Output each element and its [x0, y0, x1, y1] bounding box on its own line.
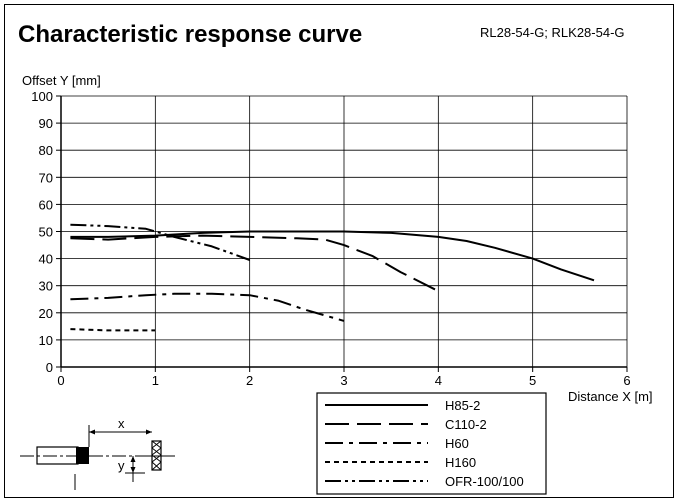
series-line-ofr-100-100	[70, 223, 251, 261]
y-dim-label: y	[118, 458, 125, 473]
y-tick-label: 50	[39, 225, 53, 240]
y-tick-label: 20	[39, 306, 53, 321]
model-numbers: RL28-54-G; RLK28-54-G	[480, 25, 625, 40]
series-line-h60	[70, 292, 345, 322]
legend-label: C110-2	[445, 417, 487, 432]
y-axis-label: Offset Y [mm]	[22, 73, 101, 88]
y-tick-label: 10	[39, 333, 53, 348]
x-dim-arrow-right	[146, 429, 152, 435]
legend-label: H60	[445, 436, 469, 451]
legend-box	[316, 392, 547, 495]
series-line-h160	[70, 328, 156, 332]
x-tick-label: 4	[435, 373, 442, 388]
x-tick-label: 1	[152, 373, 159, 388]
series-lines	[70, 223, 595, 332]
axes	[56, 95, 628, 372]
x-tick-label: 6	[623, 373, 630, 388]
sensor-lens	[76, 447, 89, 464]
x-tick-label: 0	[57, 373, 64, 388]
y-tick-label: 100	[31, 89, 53, 104]
y-tick-label: 30	[39, 279, 53, 294]
series-line-c110-2	[70, 234, 439, 292]
reflector-hatch	[151, 440, 162, 471]
y-dim-arrow-top	[130, 456, 136, 462]
sensor-geometry-diagram: x y	[20, 416, 175, 490]
x-dim-arrow-left	[89, 429, 95, 435]
y-tick-label: 90	[39, 116, 53, 131]
x-dim-label: x	[118, 416, 125, 431]
x-tick-label: 2	[246, 373, 253, 388]
legend-label: OFR-100/100	[445, 474, 524, 489]
legend-label: H85-2	[445, 398, 480, 413]
x-tick-label: 3	[340, 373, 347, 388]
legend: H85-2 C110-2 H60 H160 OFR-100/100	[316, 392, 547, 495]
x-tick-labels: 0 1 2 3 4 5 6	[57, 373, 630, 388]
legend-label: H160	[445, 455, 476, 470]
series-line-h85-2	[70, 230, 595, 282]
x-tick-label: 5	[529, 373, 536, 388]
chart-frame	[4, 4, 674, 498]
y-tick-label: 40	[39, 252, 53, 267]
y-tick-label: 80	[39, 143, 53, 158]
y-dim-arrow-bottom	[130, 467, 136, 473]
y-tick-label: 0	[46, 360, 53, 375]
y-tick-label: 60	[39, 197, 53, 212]
y-tick-label: 70	[39, 170, 53, 185]
x-axis-label: Distance X [m]	[568, 389, 653, 404]
y-tick-labels: 0 10 20 30 40 50 60 70 80 90 100	[31, 89, 53, 375]
chart-title: Characteristic response curve	[18, 21, 363, 48]
